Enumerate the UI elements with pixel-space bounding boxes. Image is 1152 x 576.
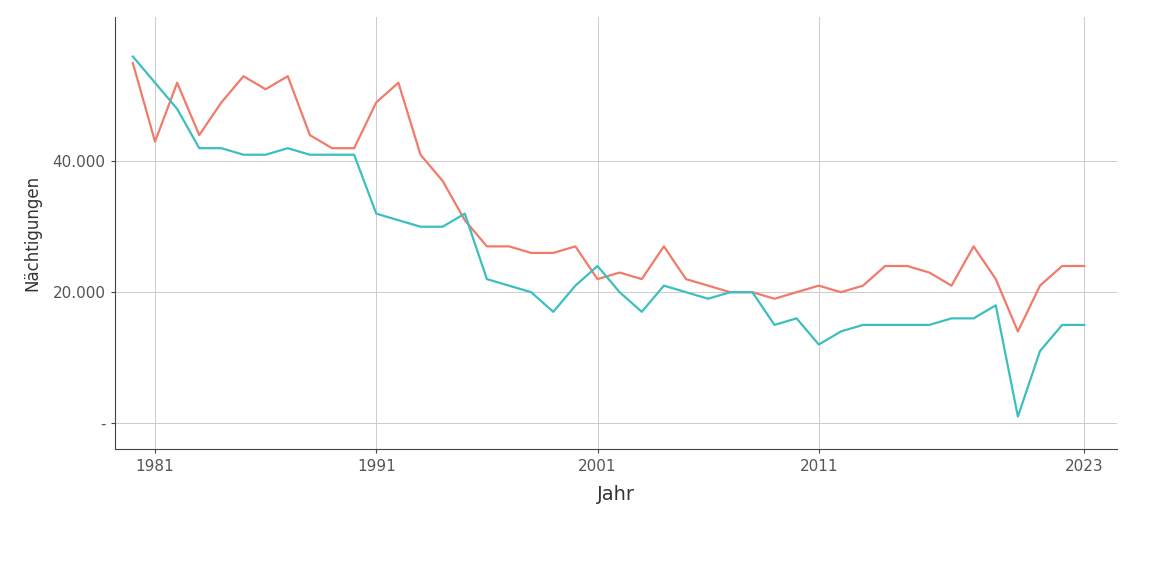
Winter [524, 289, 538, 295]
Winter [392, 217, 406, 223]
Sommer [945, 282, 958, 289]
Sommer [1033, 282, 1047, 289]
Winter [635, 308, 649, 315]
Winter [834, 328, 848, 335]
Sommer [192, 132, 206, 139]
Sommer [457, 217, 471, 223]
Winter [657, 282, 670, 289]
Winter [591, 263, 605, 270]
Sommer [591, 276, 605, 283]
Sommer [767, 295, 781, 302]
Winter [502, 282, 516, 289]
Sommer [834, 289, 848, 295]
Sommer [392, 79, 406, 86]
Sommer [480, 243, 494, 250]
Sommer [812, 282, 826, 289]
Winter [702, 295, 715, 302]
Winter [790, 315, 804, 322]
Winter [745, 289, 759, 295]
Sommer [435, 177, 449, 184]
Sommer [745, 289, 759, 295]
Sommer [1077, 263, 1091, 270]
Sommer [923, 269, 937, 276]
Sommer [524, 249, 538, 256]
Line: Winter: Winter [132, 56, 1084, 416]
Sommer [259, 86, 273, 93]
Sommer [170, 79, 184, 86]
Sommer [901, 263, 915, 270]
Sommer [325, 145, 339, 151]
Sommer [149, 138, 162, 145]
Sommer [414, 151, 427, 158]
Winter [945, 315, 958, 322]
Winter [988, 302, 1002, 309]
Winter [192, 145, 206, 151]
Winter [480, 276, 494, 283]
Winter [259, 151, 273, 158]
Winter [126, 53, 139, 60]
Winter [546, 308, 560, 315]
Winter [767, 321, 781, 328]
Winter [613, 289, 627, 295]
Sommer [702, 282, 715, 289]
Winter [303, 151, 317, 158]
Sommer [723, 289, 737, 295]
Sommer [1055, 263, 1069, 270]
Winter [967, 315, 980, 322]
Winter [723, 289, 737, 295]
Winter [1055, 321, 1069, 328]
Winter [170, 105, 184, 112]
Sommer [502, 243, 516, 250]
Sommer [988, 276, 1002, 283]
Sommer [635, 276, 649, 283]
Winter [435, 223, 449, 230]
Sommer [878, 263, 892, 270]
Winter [1077, 321, 1091, 328]
Line: Sommer: Sommer [132, 63, 1084, 331]
Winter [1033, 348, 1047, 355]
Winter [149, 79, 162, 86]
Sommer [236, 73, 250, 79]
Sommer [679, 276, 692, 283]
Winter [856, 321, 870, 328]
Sommer [347, 145, 361, 151]
Winter [568, 282, 582, 289]
Sommer [657, 243, 670, 250]
Winter [214, 145, 228, 151]
Winter [457, 210, 471, 217]
Winter [281, 145, 295, 151]
Sommer [370, 99, 384, 106]
Winter [1011, 413, 1025, 420]
Sommer [214, 99, 228, 106]
Winter [236, 151, 250, 158]
Sommer [281, 73, 295, 79]
Sommer [126, 60, 139, 67]
Winter [923, 321, 937, 328]
Sommer [1011, 328, 1025, 335]
Sommer [546, 249, 560, 256]
Sommer [967, 243, 980, 250]
Sommer [856, 282, 870, 289]
Sommer [790, 289, 804, 295]
Winter [679, 289, 692, 295]
X-axis label: Jahr: Jahr [598, 485, 635, 504]
Winter [347, 151, 361, 158]
Sommer [568, 243, 582, 250]
Sommer [303, 132, 317, 139]
Winter [812, 341, 826, 348]
Winter [901, 321, 915, 328]
Winter [325, 151, 339, 158]
Sommer [613, 269, 627, 276]
Winter [370, 210, 384, 217]
Winter [414, 223, 427, 230]
Winter [878, 321, 892, 328]
Y-axis label: Nächtigungen: Nächtigungen [23, 175, 41, 291]
